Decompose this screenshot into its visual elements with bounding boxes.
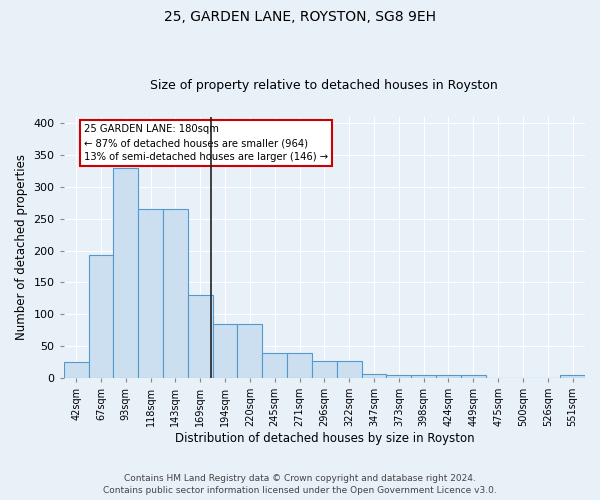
Bar bbox=[386, 376, 411, 378]
Bar bbox=[287, 352, 312, 378]
Bar bbox=[436, 376, 461, 378]
Bar bbox=[113, 168, 138, 378]
Bar bbox=[163, 209, 188, 378]
Bar bbox=[362, 374, 386, 378]
Bar bbox=[461, 376, 486, 378]
Bar bbox=[212, 324, 238, 378]
Y-axis label: Number of detached properties: Number of detached properties bbox=[15, 154, 28, 340]
Text: 25, GARDEN LANE, ROYSTON, SG8 9EH: 25, GARDEN LANE, ROYSTON, SG8 9EH bbox=[164, 10, 436, 24]
X-axis label: Distribution of detached houses by size in Royston: Distribution of detached houses by size … bbox=[175, 432, 474, 445]
Bar bbox=[238, 324, 262, 378]
Bar bbox=[560, 376, 585, 378]
Bar bbox=[312, 362, 337, 378]
Bar bbox=[138, 209, 163, 378]
Title: Size of property relative to detached houses in Royston: Size of property relative to detached ho… bbox=[151, 79, 498, 92]
Bar bbox=[188, 295, 212, 378]
Text: 25 GARDEN LANE: 180sqm
← 87% of detached houses are smaller (964)
13% of semi-de: 25 GARDEN LANE: 180sqm ← 87% of detached… bbox=[83, 124, 328, 162]
Bar bbox=[411, 375, 436, 378]
Bar bbox=[262, 352, 287, 378]
Bar bbox=[89, 255, 113, 378]
Bar bbox=[337, 362, 362, 378]
Bar bbox=[64, 362, 89, 378]
Text: Contains HM Land Registry data © Crown copyright and database right 2024.
Contai: Contains HM Land Registry data © Crown c… bbox=[103, 474, 497, 495]
